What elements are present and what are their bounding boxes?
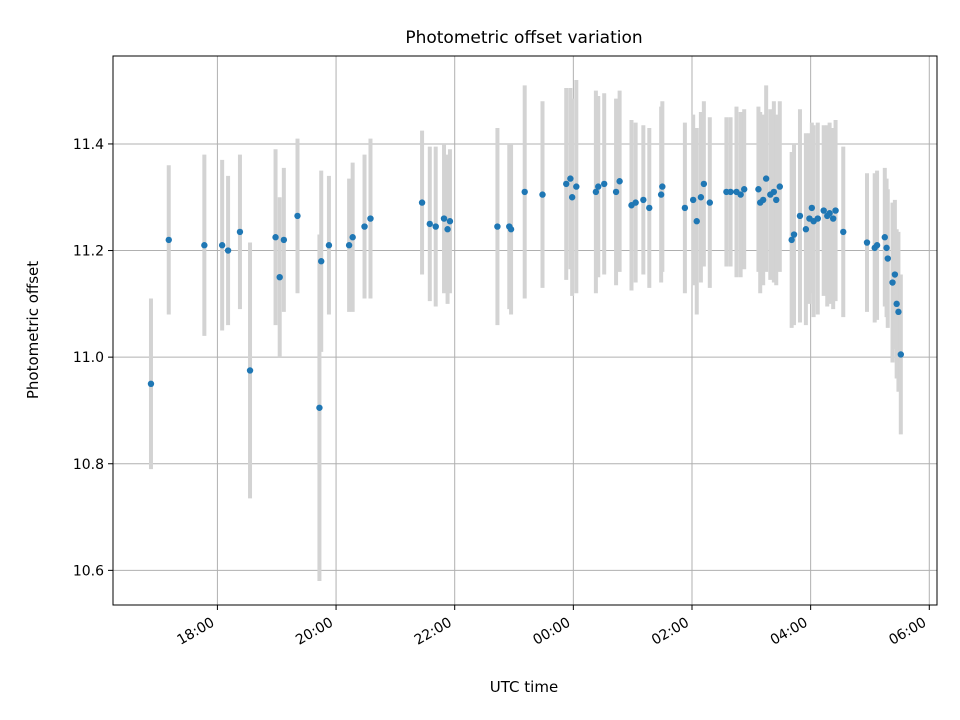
- data-point: [632, 199, 639, 206]
- data-point: [218, 242, 226, 249]
- data-point: [280, 236, 288, 244]
- data-point: [494, 223, 501, 230]
- data-point: [361, 223, 368, 230]
- data-point: [446, 218, 454, 225]
- data-point: [201, 242, 208, 249]
- data-point: [762, 175, 770, 182]
- data-point: [563, 180, 570, 188]
- data-point: [776, 183, 783, 190]
- data-point: [224, 247, 232, 254]
- x-tick-label: 06:00: [886, 615, 929, 649]
- data-point: [889, 279, 896, 286]
- data-point: [820, 207, 827, 214]
- data-point: [345, 242, 353, 249]
- data-point: [802, 226, 810, 233]
- point-layer: [147, 175, 905, 411]
- errorbar-layer: [148, 79, 903, 582]
- data-point: [595, 183, 602, 190]
- data-point: [657, 191, 665, 198]
- chart-title: Photometric offset variation: [405, 28, 642, 48]
- data-point: [755, 186, 762, 193]
- x-tick-label: 22:00: [412, 615, 455, 649]
- data-point: [294, 212, 301, 220]
- y-tick-label: 10.6: [73, 563, 104, 579]
- data-point: [790, 231, 798, 238]
- data-point: [316, 404, 323, 411]
- data-point: [367, 215, 374, 222]
- y-tick-label: 11.0: [73, 350, 104, 366]
- data-point: [770, 188, 778, 196]
- data-point: [147, 380, 155, 388]
- y-axis-label: Photometric offset: [24, 261, 42, 399]
- x-axis-label: UTC time: [490, 678, 558, 696]
- data-point: [567, 175, 574, 182]
- data-point: [236, 228, 244, 236]
- data-point: [796, 212, 804, 220]
- data-point: [697, 194, 705, 201]
- data-point: [897, 351, 905, 358]
- data-point: [440, 215, 448, 222]
- x-tick-label: 04:00: [768, 615, 811, 649]
- data-point: [318, 258, 325, 265]
- data-point: [325, 242, 333, 249]
- data-point: [693, 218, 700, 225]
- data-point: [646, 204, 653, 212]
- x-tick-label: 20:00: [293, 615, 336, 649]
- data-point: [592, 188, 600, 196]
- data-point: [884, 255, 891, 262]
- data-point: [706, 199, 713, 206]
- x-tick-label: 02:00: [649, 615, 692, 649]
- data-point: [737, 191, 744, 198]
- data-point: [600, 180, 608, 188]
- y-tick-label: 10.8: [73, 457, 104, 473]
- data-point: [788, 236, 795, 244]
- data-point: [272, 234, 279, 241]
- data-point: [863, 239, 871, 246]
- data-point: [808, 204, 816, 212]
- data-point: [640, 196, 647, 204]
- data-point: [759, 196, 767, 204]
- data-point: [883, 244, 890, 252]
- data-point: [521, 188, 528, 196]
- data-point: [681, 204, 689, 212]
- data-point: [426, 220, 433, 228]
- data-point: [507, 226, 515, 233]
- y-tick-label: 11.4: [73, 137, 104, 153]
- data-point: [740, 186, 748, 193]
- data-point: [418, 199, 426, 206]
- x-tick-label: 18:00: [174, 615, 217, 649]
- data-point: [895, 308, 902, 316]
- data-point: [349, 234, 356, 241]
- data-point: [659, 183, 666, 190]
- data-point: [444, 226, 451, 233]
- data-point: [568, 194, 576, 201]
- data-point: [612, 188, 620, 196]
- data-point: [891, 271, 899, 278]
- data-point: [840, 228, 847, 236]
- data-point: [873, 242, 881, 249]
- data-point: [814, 215, 821, 222]
- data-point: [689, 196, 697, 204]
- data-point: [832, 207, 839, 214]
- data-point: [573, 183, 580, 190]
- data-point: [246, 367, 254, 374]
- x-tick-label: 00:00: [530, 615, 573, 649]
- data-point: [276, 273, 283, 281]
- data-point: [616, 178, 623, 185]
- data-point: [826, 210, 833, 217]
- data-point: [432, 223, 439, 230]
- y-tick-label: 11.2: [73, 244, 104, 260]
- data-point: [829, 215, 837, 222]
- plot-area-frame: [112, 55, 938, 606]
- data-point: [539, 191, 546, 198]
- data-point: [700, 180, 708, 188]
- data-point: [773, 196, 780, 204]
- data-point: [881, 234, 888, 241]
- data-point: [165, 236, 172, 244]
- data-point: [727, 188, 734, 196]
- data-point: [893, 300, 900, 308]
